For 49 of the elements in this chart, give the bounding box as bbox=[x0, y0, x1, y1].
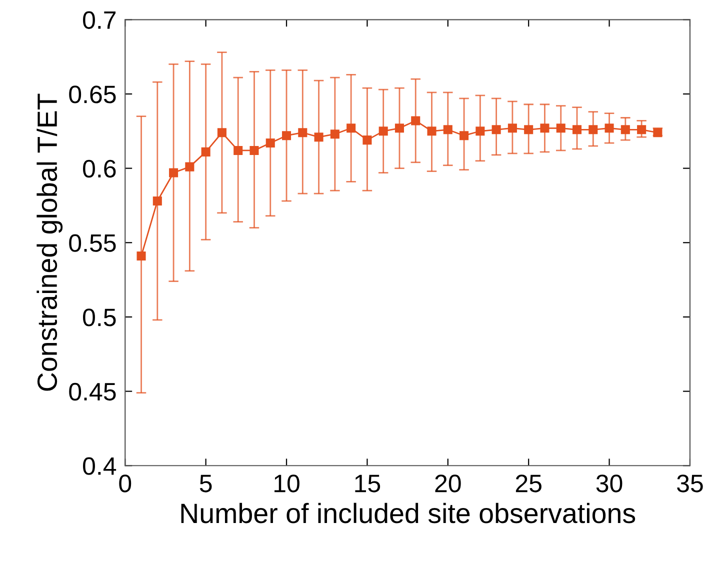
y-tick-label: 0.6 bbox=[83, 160, 116, 178]
point bbox=[362, 136, 372, 145]
point bbox=[250, 146, 259, 155]
y-tick-label: 0.45 bbox=[69, 382, 116, 401]
point bbox=[460, 131, 469, 140]
point bbox=[556, 124, 566, 133]
point bbox=[378, 126, 388, 136]
point bbox=[330, 130, 340, 139]
point bbox=[637, 125, 646, 134]
x-tick-label: 25 bbox=[516, 474, 542, 492]
point bbox=[411, 116, 420, 126]
y-tick-label: 0.4 bbox=[83, 457, 116, 475]
point bbox=[217, 128, 226, 138]
y-tick-label: 0.65 bbox=[69, 86, 116, 104]
point bbox=[185, 162, 194, 172]
point bbox=[234, 146, 243, 155]
x-axis-title: Number of included site observations bbox=[181, 502, 636, 524]
point bbox=[201, 147, 210, 156]
point bbox=[540, 124, 550, 133]
point bbox=[314, 132, 324, 142]
y-tick-label: 0.5 bbox=[83, 308, 116, 326]
point bbox=[346, 124, 356, 133]
y-tick-label: 0.55 bbox=[69, 234, 116, 252]
point bbox=[524, 125, 534, 134]
point bbox=[427, 126, 436, 136]
point bbox=[169, 168, 178, 178]
point bbox=[136, 252, 146, 261]
x-tick-label: 5 bbox=[200, 474, 212, 492]
point bbox=[588, 125, 598, 134]
point bbox=[604, 124, 614, 133]
point bbox=[492, 125, 501, 134]
x-tick-label: 0 bbox=[119, 474, 132, 492]
point bbox=[152, 196, 162, 206]
x-tick-label: 15 bbox=[355, 474, 380, 492]
point bbox=[266, 138, 275, 148]
point bbox=[443, 125, 452, 134]
x-tick-label: 30 bbox=[596, 474, 622, 492]
point bbox=[508, 124, 517, 133]
x-tick-label: 10 bbox=[274, 474, 300, 492]
point bbox=[620, 125, 630, 134]
point bbox=[572, 125, 582, 134]
x-tick-label: 20 bbox=[435, 474, 461, 492]
y-tick-label: 0.7 bbox=[83, 11, 116, 29]
point bbox=[282, 131, 292, 140]
point bbox=[298, 128, 308, 138]
x-tick-label: 35 bbox=[677, 474, 703, 492]
point bbox=[476, 126, 485, 136]
point bbox=[394, 124, 404, 133]
y-axis-title: Constrained global T/ET bbox=[36, 94, 63, 391]
